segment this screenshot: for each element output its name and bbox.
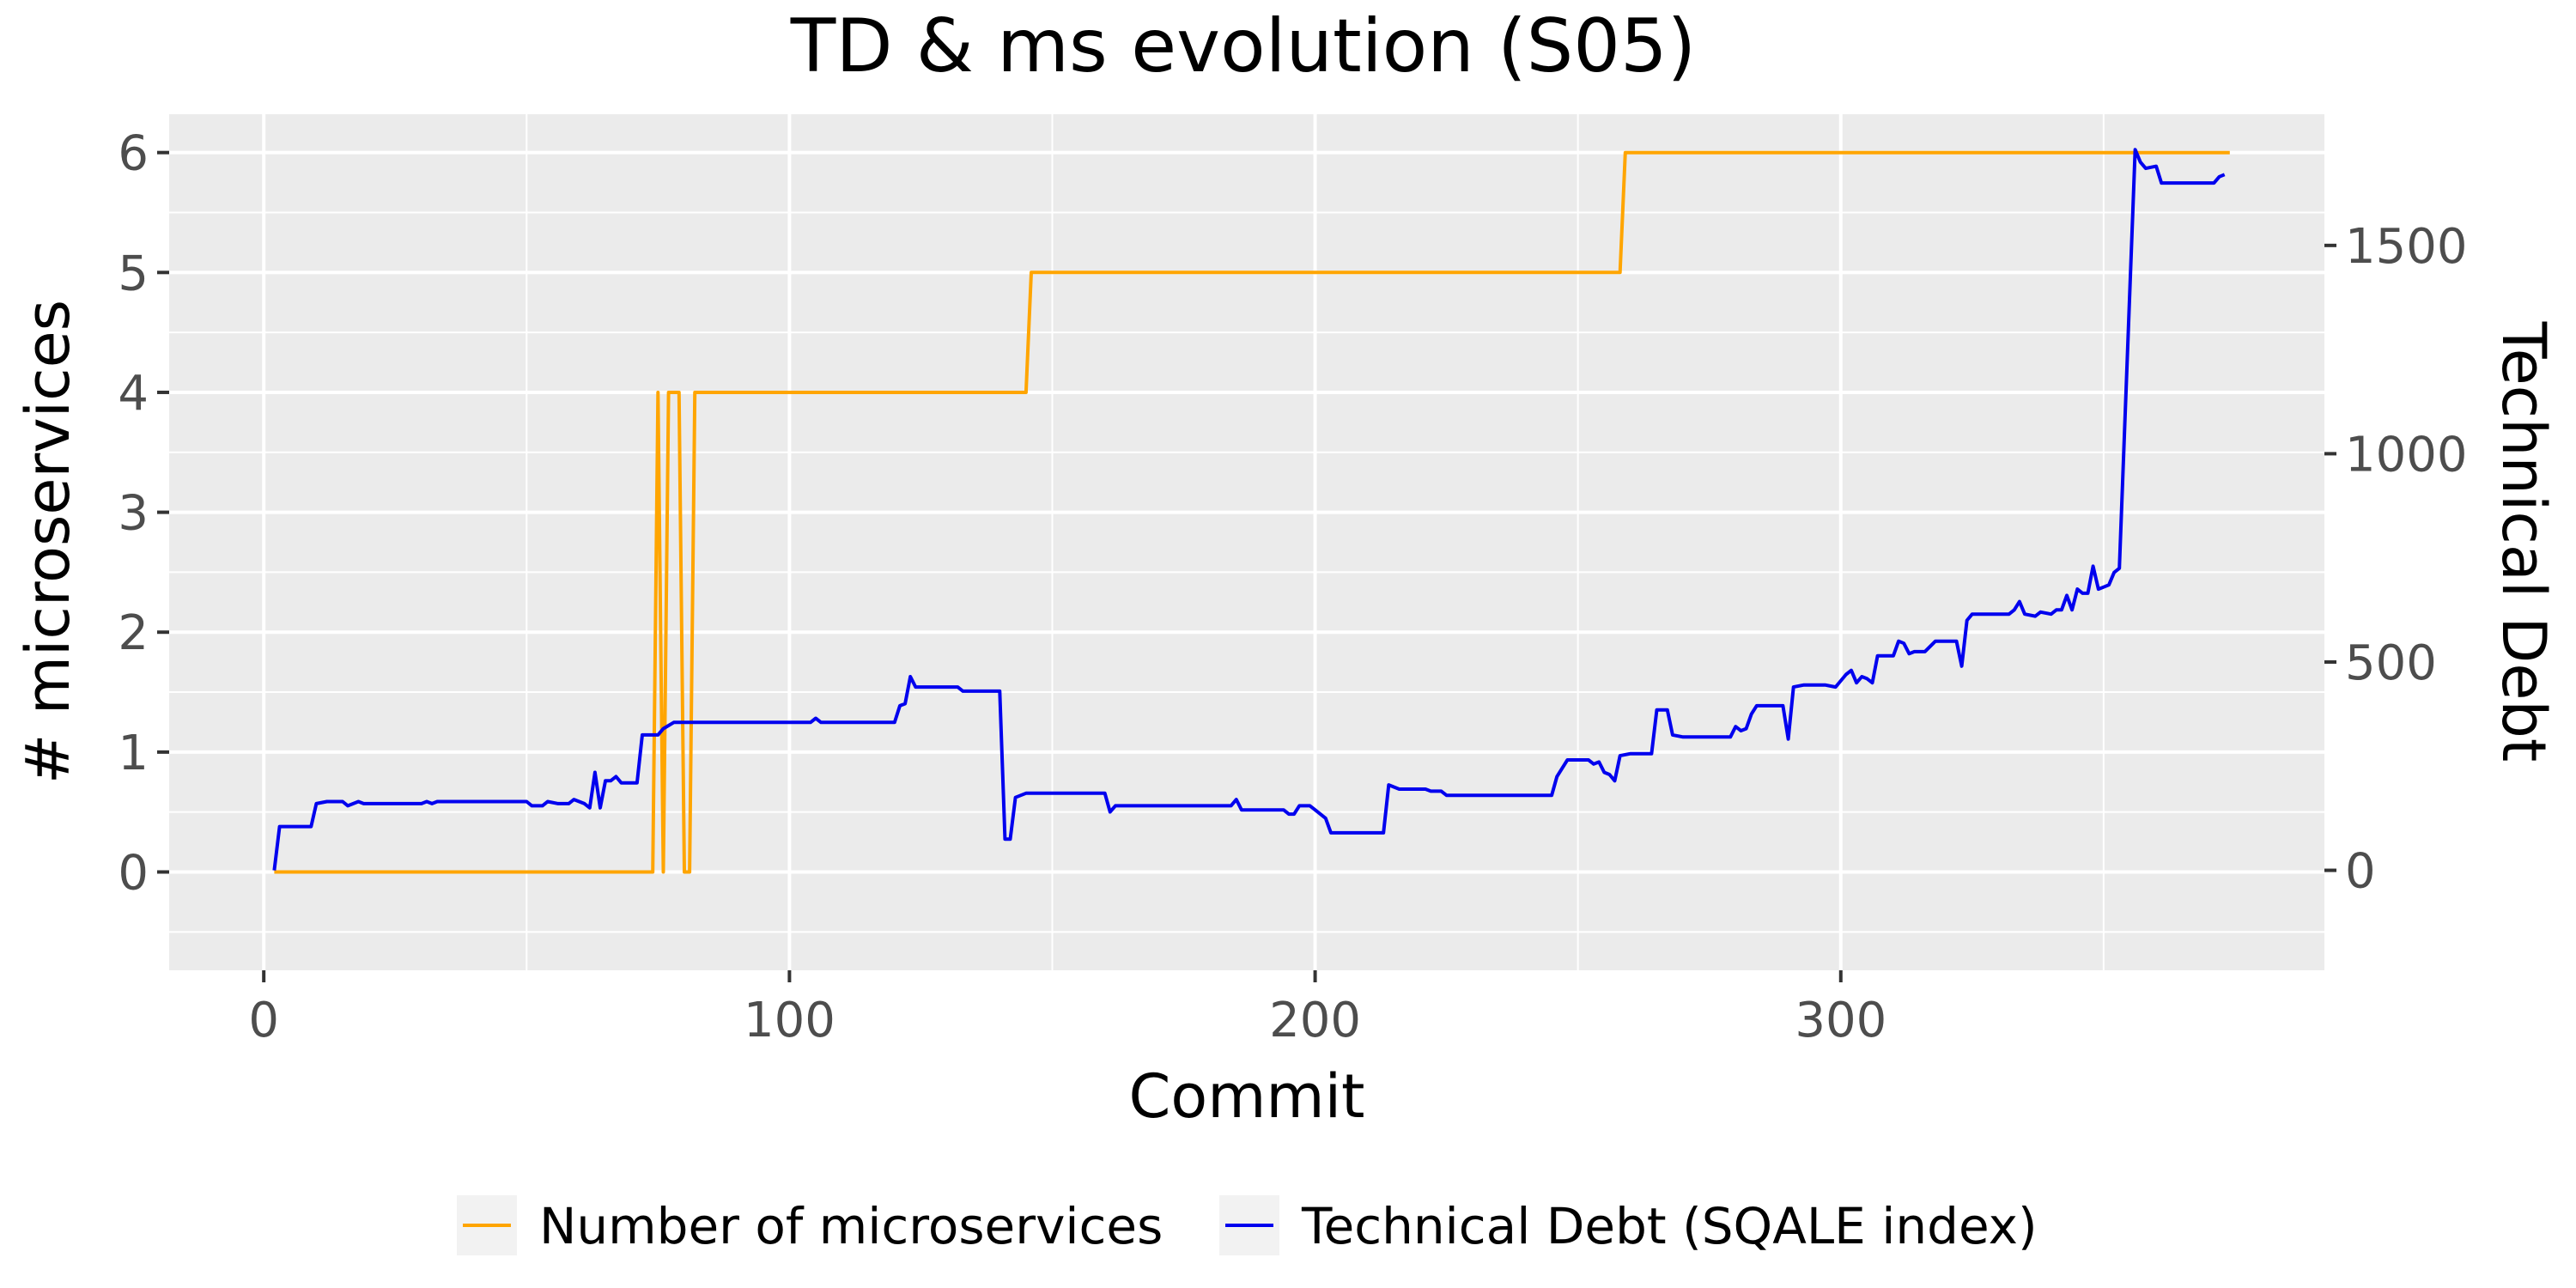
y2-tick-label: 0: [2345, 844, 2376, 900]
x-tick-label: 100: [744, 993, 835, 1048]
x-tick-label: 300: [1795, 993, 1886, 1048]
y-tick-label: 6: [118, 126, 149, 182]
series-line-1: [272, 148, 2226, 871]
x-tick-label: 0: [248, 993, 279, 1048]
y-tick-label: 0: [118, 845, 149, 901]
y-tick-label: 1: [118, 726, 149, 781]
y-tick-label: 4: [118, 366, 149, 422]
x-tick-label: 200: [1269, 993, 1361, 1048]
right-axis: 0 500 1000 1500: [2324, 219, 2468, 900]
plot-panel: [169, 114, 2324, 970]
y2-tick-label: 500: [2345, 635, 2437, 691]
y2-tick-label: 1000: [2345, 427, 2468, 483]
bottom-axis: 0 100 200 300: [248, 970, 1886, 1048]
y-axis-title: # microservices: [13, 300, 83, 784]
left-axis: 0 1 2 3 4 5 6: [118, 126, 169, 901]
legend-label-1: Technical Debt (SQALE index): [1301, 1197, 2038, 1255]
legend-label-0: Number of microservices: [539, 1197, 1163, 1255]
y-tick-label: 3: [118, 486, 149, 542]
y2-axis-title: Technical Debt: [2488, 321, 2559, 762]
chart-title: TD & ms evolution (S05): [790, 3, 1696, 89]
grid-minor: [169, 114, 2324, 970]
series-lines: [272, 148, 2230, 874]
y-tick-label: 5: [118, 246, 149, 301]
legend: Number of microservices Technical Debt (S…: [457, 1195, 2038, 1255]
y-tick-label: 2: [118, 605, 149, 661]
x-axis-title: Commit: [1129, 1061, 1365, 1132]
series-line-0: [274, 150, 2230, 874]
y2-tick-label: 1500: [2345, 219, 2468, 275]
